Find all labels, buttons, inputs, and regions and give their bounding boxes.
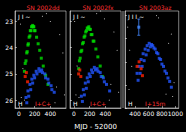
svg-text:MJD - 52000: MJD - 52000 [74,123,117,131]
svg-text:0: 0 [72,110,76,117]
svg-text:0: 0 [17,110,21,117]
svg-text:SN 2002fx: SN 2002fx [82,4,114,11]
svg-text:600: 600 [143,110,155,117]
svg-text:I+15m: I+15m [145,100,165,107]
svg-text:H: H [73,100,78,107]
svg-text:SN 2003az: SN 2003az [139,4,171,11]
svg-text:1000: 1000 [168,110,183,117]
svg-text:H: H [128,100,133,107]
svg-text:400: 400 [129,110,141,117]
svg-text:J I ~: J I ~ [17,13,30,21]
svg-text:24: 24 [5,44,13,51]
svg-text:26: 26 [5,97,13,104]
svg-text:800: 800 [156,110,168,117]
svg-text:I+C+: I+C+ [90,100,106,107]
svg-text:J I ~: J I ~ [72,13,85,21]
svg-text:J I I ~: J I I ~ [127,13,144,21]
svg-text:25: 25 [5,70,13,77]
svg-text:I+C+: I+C+ [35,100,51,107]
svg-text:400: 400 [100,110,112,117]
svg-text:400: 400 [45,110,57,117]
svg-text:23: 23 [5,18,13,25]
svg-text:200: 200 [29,110,41,117]
svg-text:H: H [18,100,23,107]
svg-text:SN 2002dd: SN 2002dd [27,4,60,11]
svg-text:200: 200 [84,110,96,117]
